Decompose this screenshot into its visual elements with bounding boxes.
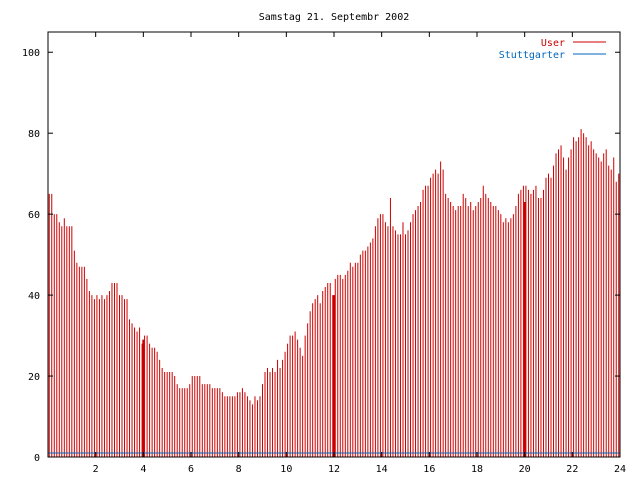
x-tick-label: 24	[614, 464, 626, 475]
x-tick-label: 10	[280, 464, 292, 475]
x-tick-label: 16	[423, 464, 435, 475]
legend: User Stuttgarter	[499, 38, 606, 61]
x-tick-label: 6	[188, 464, 194, 475]
x-axis: 2 4 6 8 10 12 14 16 18 20 22 24	[93, 32, 626, 475]
y-tick-label: 100	[22, 48, 40, 59]
user-bars	[48, 129, 620, 457]
y-axis: 0 20 40 60 80 100	[22, 48, 620, 464]
x-tick-label: 18	[471, 464, 483, 475]
y-tick-label: 20	[28, 372, 40, 383]
x-tick-label: 12	[328, 464, 340, 475]
chart-title: Samstag 21. Septembr 2002	[259, 12, 410, 23]
x-tick-label: 14	[376, 464, 388, 475]
x-tick-label: 22	[566, 464, 578, 475]
y-tick-label: 0	[34, 453, 40, 464]
y-tick-label: 60	[28, 210, 40, 221]
x-tick-label: 2	[93, 464, 99, 475]
y-tick-label: 40	[28, 291, 40, 302]
x-tick-label: 8	[236, 464, 242, 475]
x-tick-label: 20	[519, 464, 531, 475]
legend-label-stuttgarter: Stuttgarter	[499, 50, 565, 61]
x-tick-label: 4	[140, 464, 146, 475]
emphasized-bars	[142, 202, 526, 457]
y-tick-label: 80	[28, 129, 40, 140]
legend-label-user: User	[541, 38, 565, 49]
